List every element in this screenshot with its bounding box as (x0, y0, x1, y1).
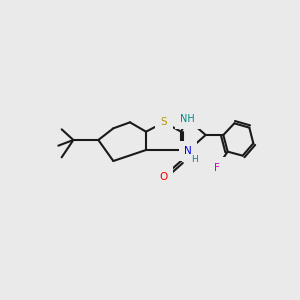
Text: H: H (191, 155, 198, 164)
Text: F: F (214, 163, 220, 173)
Text: NH: NH (180, 114, 195, 124)
Text: N: N (184, 146, 191, 156)
Text: O: O (159, 172, 167, 182)
Text: S: S (161, 117, 167, 127)
